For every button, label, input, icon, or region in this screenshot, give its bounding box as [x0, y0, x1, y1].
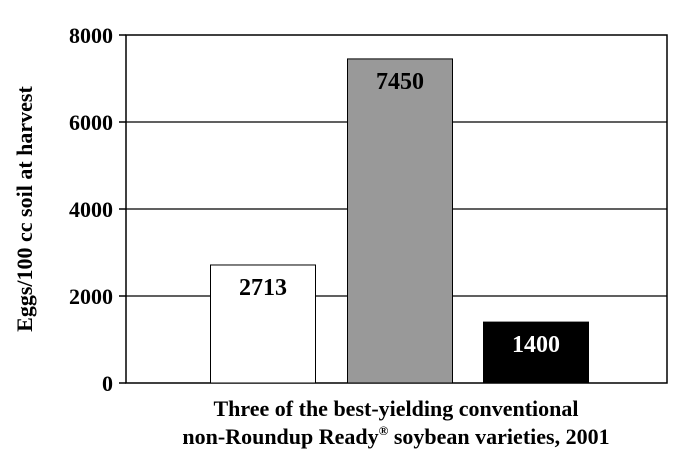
y-tick-label: 6000: [69, 110, 113, 135]
x-axis-title-line-2-part-2: soybean varieties, 2001: [388, 424, 609, 449]
bar-3: [483, 321, 589, 384]
y-axis-title: Eggs/100 cc soil at harvest: [12, 86, 37, 332]
bar-1: [210, 264, 316, 384]
bars: 2713 7450 1400: [210, 58, 589, 384]
x-axis-title-line-2-part-1: non-Roundup Ready: [182, 424, 378, 449]
y-tick-label: 8000: [69, 23, 113, 48]
bar-3-value-label: 1400: [512, 332, 560, 358]
y-axis-ticks: 0 2000 4000 6000 8000: [69, 23, 126, 396]
y-tick-label: 0: [102, 371, 113, 396]
y-tick-label: 2000: [69, 284, 113, 309]
x-axis-title-line-2: non-Roundup Ready® soybean varieties, 20…: [182, 423, 609, 449]
registered-mark: ®: [379, 423, 389, 438]
bar-1-value-label: 2713: [239, 275, 287, 301]
x-axis-title-line-1: Three of the best-yielding conventional: [213, 396, 578, 421]
bar-2-value-label: 7450: [376, 69, 424, 95]
bar-2: [347, 58, 453, 384]
y-tick-label: 4000: [69, 197, 113, 222]
